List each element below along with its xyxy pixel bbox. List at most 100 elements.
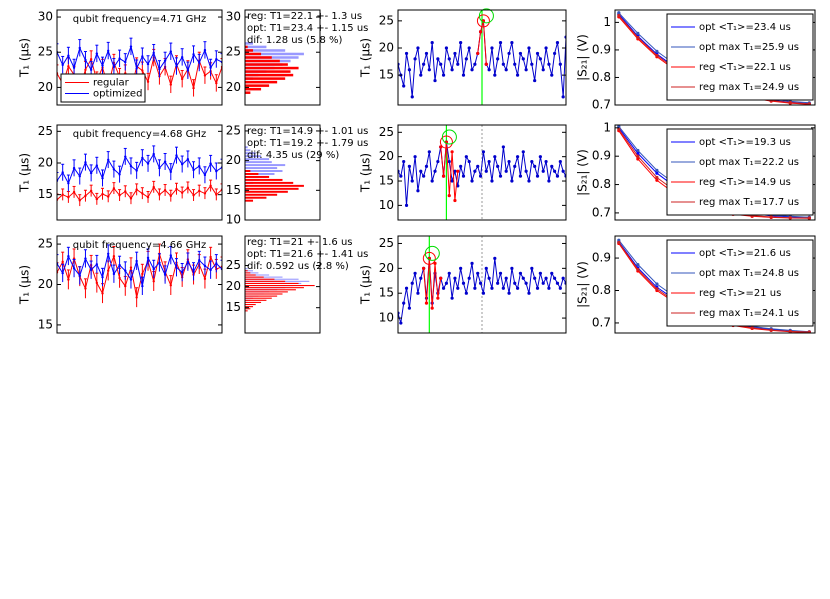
data-point	[169, 83, 172, 86]
data-point	[180, 55, 184, 59]
data-point	[501, 145, 505, 149]
highlight-circle	[422, 251, 436, 265]
annotation: qubit frequency=4.66 GHz	[73, 240, 206, 251]
data-point	[436, 296, 440, 300]
hist-bar	[245, 276, 264, 278]
data-point	[186, 186, 190, 189]
hist-bar	[245, 175, 270, 178]
data-point	[769, 215, 773, 219]
hist-bar	[245, 178, 283, 181]
data-point	[124, 269, 127, 272]
plot-area	[245, 236, 320, 333]
data-point	[553, 276, 557, 280]
data-point	[112, 168, 116, 171]
data-point	[507, 51, 511, 56]
data-point	[135, 67, 138, 70]
hist-bar	[245, 161, 272, 164]
hist-bar	[245, 42, 254, 45]
data-point	[407, 306, 411, 310]
data-point	[496, 281, 500, 285]
plot-content	[398, 236, 566, 333]
data-point	[61, 171, 64, 174]
panel: 15 20 25 T₁ (µs)	[359, 8, 567, 106]
data-point	[107, 195, 110, 198]
data-point	[129, 45, 133, 48]
data-point	[473, 169, 477, 173]
y-axis-label: T₁ (µs)	[18, 153, 32, 193]
annotation: dif: 0.592 us (2.8 %)	[247, 261, 349, 272]
data-point	[402, 159, 406, 164]
panel: 10 15 20 25 T₁ (µs)	[359, 124, 567, 221]
data-point	[547, 286, 551, 290]
data-point	[118, 263, 121, 267]
plot-content	[57, 37, 222, 100]
data-point	[419, 276, 423, 280]
hist-bar	[245, 56, 272, 59]
data-point	[198, 259, 201, 262]
data-point	[558, 159, 562, 164]
data-point	[101, 276, 104, 279]
data-point	[215, 58, 218, 61]
data-point	[410, 95, 414, 99]
data-point	[203, 48, 207, 52]
data-point	[617, 11, 621, 15]
data-point	[476, 51, 480, 56]
data-point	[135, 169, 138, 172]
data-point	[152, 267, 155, 271]
hist-bar	[245, 295, 278, 297]
hist-bar	[245, 270, 248, 272]
hist-bar	[245, 193, 278, 196]
data-point	[399, 321, 403, 325]
data-point	[498, 40, 503, 45]
data-point	[112, 272, 116, 276]
data-point	[490, 46, 494, 50]
plot-area	[57, 125, 222, 220]
legend-label: reg max T₁=24.1 us	[699, 308, 799, 319]
hist-bar	[245, 158, 270, 161]
data-point	[750, 326, 754, 330]
data-point	[203, 74, 207, 77]
hist-bar	[245, 270, 254, 272]
data-point	[530, 62, 534, 66]
data-point	[407, 164, 411, 169]
y-tick-label: 0.7	[592, 315, 611, 329]
data-point	[490, 179, 494, 183]
data-point	[788, 329, 792, 333]
y-tick-label: 15	[226, 183, 241, 197]
data-point	[203, 277, 207, 281]
data-point	[101, 64, 104, 67]
data-point	[158, 261, 161, 264]
y-tick-label: 25	[379, 125, 394, 139]
data-point	[215, 170, 218, 173]
annotation: dif: 4.35 us (29 %)	[247, 150, 339, 161]
hist-bar	[245, 84, 270, 87]
legend-box	[666, 128, 814, 216]
data-point	[169, 170, 172, 174]
data-point	[215, 193, 218, 196]
data-point	[550, 164, 554, 169]
data-point	[538, 155, 542, 159]
data-point	[89, 171, 93, 175]
hist-bar	[245, 274, 270, 276]
data-point	[175, 65, 178, 68]
data-point	[419, 169, 423, 173]
highlight-circle	[478, 8, 494, 24]
data-point	[456, 286, 460, 290]
data-point	[107, 269, 110, 272]
hist-bar	[245, 297, 272, 299]
data-point	[422, 266, 426, 270]
hist-bar	[245, 187, 299, 190]
y-axis-label: T₁ (µs)	[18, 38, 32, 78]
data-point	[636, 31, 640, 36]
hist-bar	[245, 49, 286, 52]
data-point	[493, 256, 497, 260]
data-point	[501, 62, 505, 66]
data-point	[84, 257, 87, 260]
data-point	[186, 69, 190, 72]
data-point	[146, 256, 150, 260]
data-point	[533, 78, 537, 83]
hist-bar	[245, 303, 256, 306]
data-point	[518, 271, 523, 275]
data-point	[453, 169, 457, 173]
data-point	[152, 51, 155, 55]
